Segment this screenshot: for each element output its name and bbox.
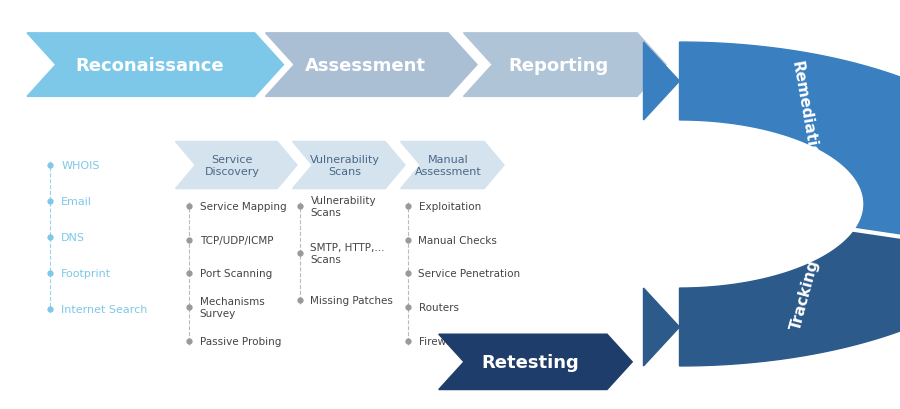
Polygon shape [27,34,284,97]
Text: Routers: Routers [418,302,458,312]
Polygon shape [400,142,504,189]
Text: Reporting: Reporting [508,56,609,74]
Text: Service Penetration: Service Penetration [418,269,520,279]
Text: Manual
Assessment: Manual Assessment [415,155,482,176]
Polygon shape [464,34,666,97]
Polygon shape [292,142,405,189]
Text: SMTP, HTTP,...
Scans: SMTP, HTTP,... Scans [310,243,385,264]
Polygon shape [680,230,900,366]
Text: Assessment: Assessment [305,56,426,74]
Text: Exploitation: Exploitation [418,202,481,211]
Text: Vulnerability
Scans: Vulnerability Scans [310,155,380,176]
Text: Service
Discovery: Service Discovery [205,155,260,176]
Polygon shape [680,43,900,254]
Polygon shape [644,43,680,121]
Text: Vulnerability
Scans: Vulnerability Scans [310,196,376,217]
Text: TCP/UDP/ICMP: TCP/UDP/ICMP [200,235,274,245]
Text: Footprint: Footprint [61,269,112,279]
Text: WHOIS: WHOIS [61,161,100,171]
Text: Mechanisms
Survey: Mechanisms Survey [200,297,265,318]
Polygon shape [176,142,297,189]
Text: Port Scanning: Port Scanning [200,269,272,279]
Text: Remediation: Remediation [788,60,823,169]
Text: Tracking: Tracking [789,258,822,331]
Polygon shape [439,335,632,389]
Polygon shape [266,34,477,97]
Text: Firewalls: Firewalls [418,336,464,346]
Text: DNS: DNS [61,233,86,243]
Text: Retesting: Retesting [482,353,580,371]
Text: Manual Checks: Manual Checks [418,235,498,245]
Text: Reconaissance: Reconaissance [76,56,224,74]
Text: Internet Search: Internet Search [61,305,148,315]
Text: Service Mapping: Service Mapping [200,202,286,211]
Text: Missing Patches: Missing Patches [310,296,393,306]
Text: Passive Probing: Passive Probing [200,336,281,346]
Text: Email: Email [61,197,92,207]
Polygon shape [644,288,680,366]
